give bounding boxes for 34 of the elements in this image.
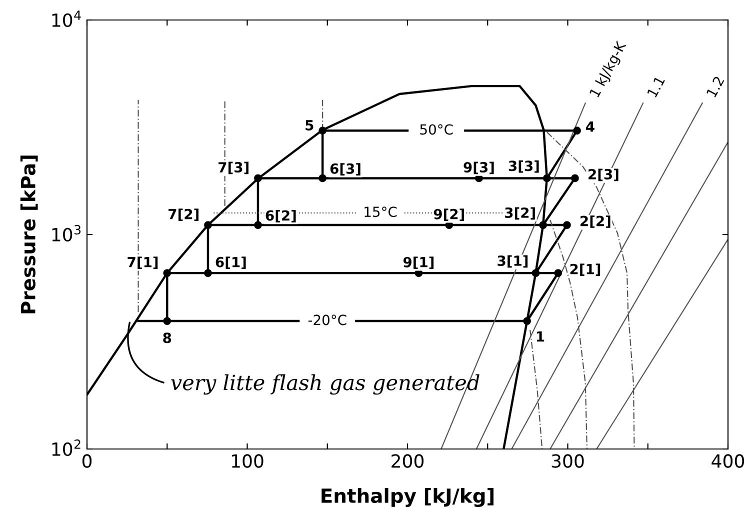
annotation: 1	[536, 331, 544, 342]
annotation: 5	[306, 120, 314, 130]
annotation: 9[3]	[464, 162, 494, 174]
y-axis-title: Pressure [kPa]	[20, 156, 38, 314]
annotation: 7[3]	[218, 162, 248, 174]
annotation: 4	[586, 122, 594, 132]
annotation: 3[3]	[508, 160, 539, 173]
x-tick-label: 200	[392, 454, 424, 468]
annotation: 1.2	[706, 76, 724, 98]
annotation: 9[1]	[403, 256, 434, 270]
annotation: 2[2]	[580, 216, 610, 228]
annotation: 50°C	[420, 124, 453, 135]
x-tick-label: 300	[552, 454, 584, 468]
x-tick-label: 400	[712, 454, 744, 468]
annotation: 2[3]	[588, 168, 618, 182]
y-tick-label: 10$^{4}$	[52, 10, 81, 27]
annotation: 6[3]	[330, 163, 360, 176]
annotation: 8	[163, 332, 172, 344]
x-tick-label: 0	[82, 454, 92, 468]
annotation: 2[1]	[570, 264, 600, 276]
annotation: 6[2]	[266, 210, 296, 222]
y-tick-label: 10$^{2}$	[52, 439, 80, 456]
x-tick-label: 100	[232, 454, 264, 468]
annotation: 6[1]	[216, 256, 246, 270]
annotation: 15°C	[364, 206, 397, 218]
annotation: 3[1]	[498, 255, 528, 268]
annotation: 7[1]	[128, 256, 158, 270]
annotation: 3[2]	[505, 207, 535, 220]
annotation: 7[2]	[168, 208, 198, 221]
y-tick-label: 10$^{3}$	[52, 224, 81, 242]
annotation: 1.1	[646, 76, 665, 98]
annotation: 9[2]	[434, 208, 464, 221]
x-axis-title: Enthalpy [kJ/kg]	[322, 488, 494, 507]
annotation: -20°C	[308, 314, 346, 326]
